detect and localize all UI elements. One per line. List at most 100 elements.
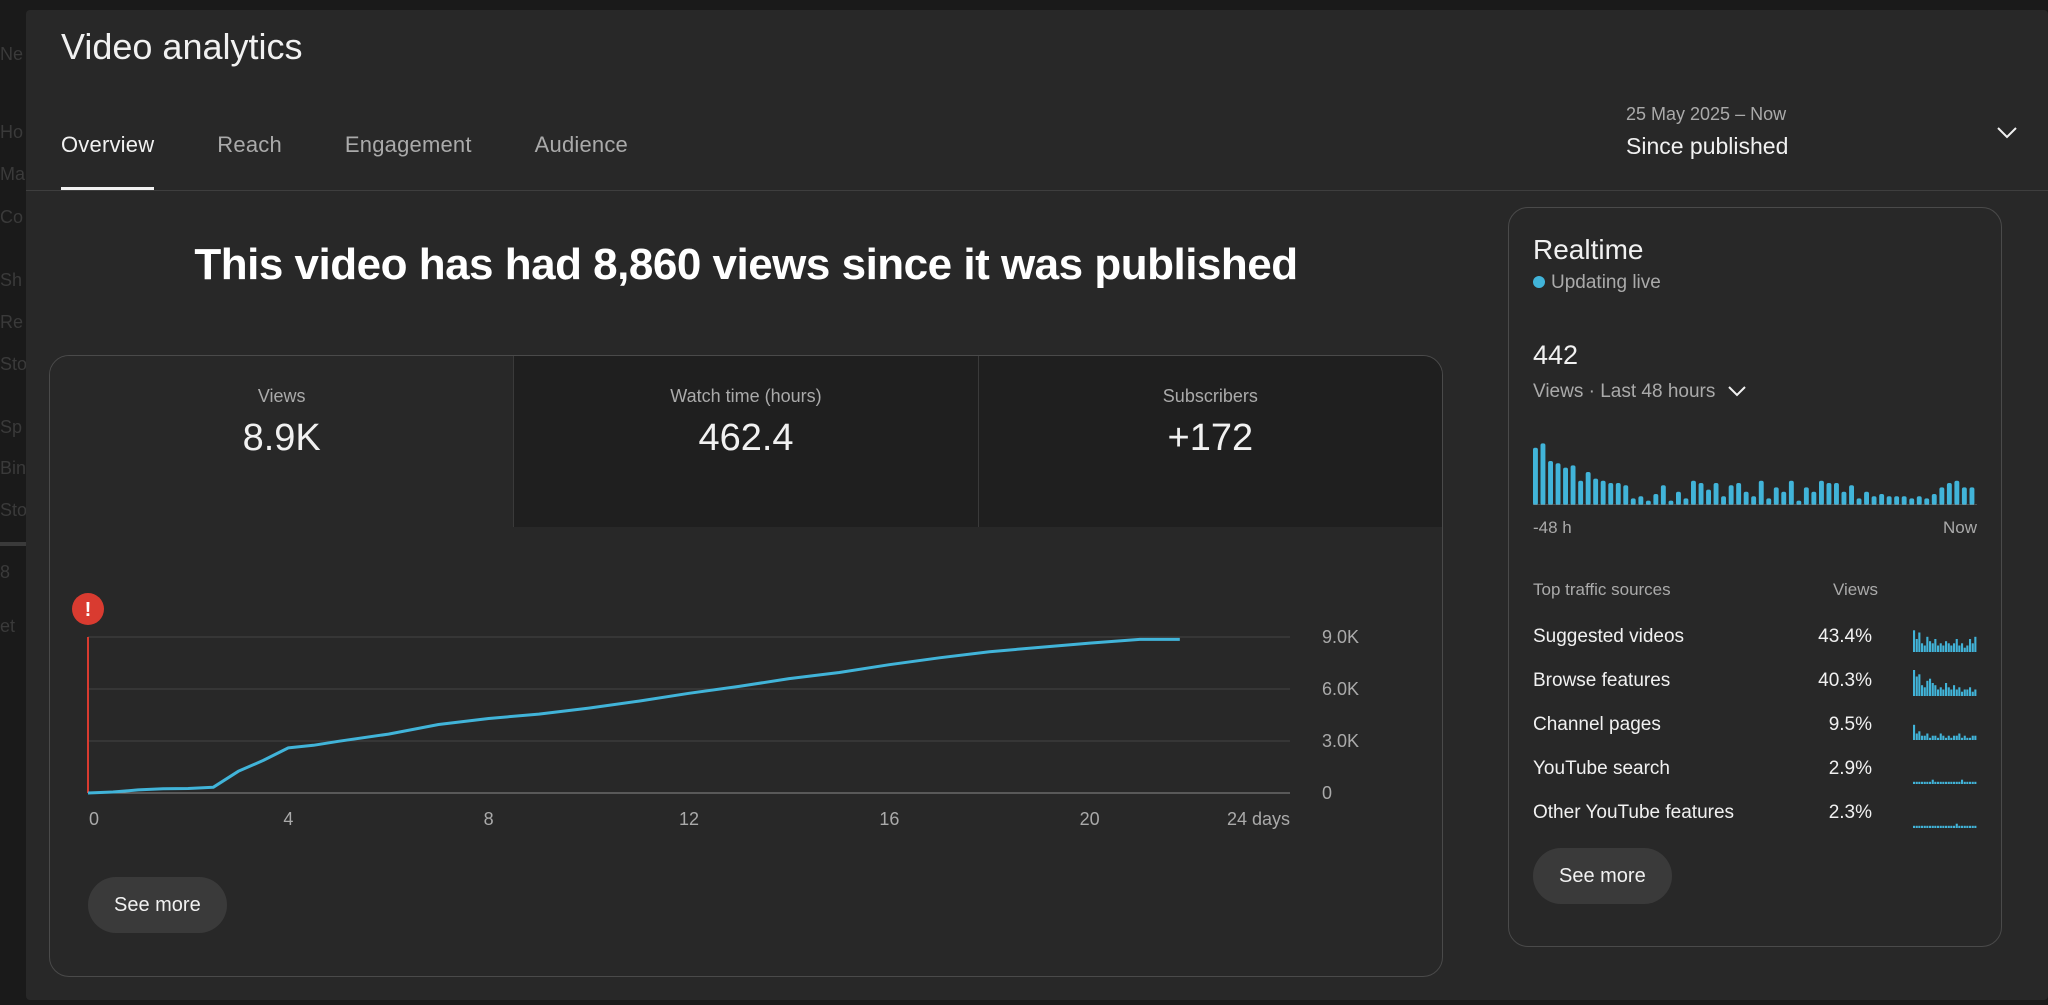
tab-overview[interactable]: Overview — [61, 132, 155, 190]
realtime-bar — [1819, 480, 1824, 505]
sparkline-bar — [1969, 825, 1972, 828]
realtime-bar — [1593, 478, 1599, 505]
sparkline-bar — [1958, 645, 1961, 652]
sparkline-bar — [1934, 735, 1937, 740]
tab-reach[interactable]: Reach — [217, 132, 282, 157]
realtime-bar — [1954, 480, 1960, 505]
sparkline-bar — [1929, 825, 1932, 828]
realtime-bar — [1653, 494, 1659, 505]
sparkline-bar — [1918, 632, 1921, 652]
realtime-bar — [1721, 496, 1726, 505]
sparkline-bar — [1958, 687, 1961, 696]
y-tick-label: 9.0K — [1322, 627, 1359, 647]
realtime-bar — [1946, 483, 1952, 505]
sparkline-bar — [1913, 825, 1916, 828]
tab-bar: Overview Reach Engagement Audience — [61, 132, 691, 192]
traffic-source-row[interactable]: Suggested videos 43.4% — [1533, 618, 1977, 658]
realtime-bar — [1555, 463, 1561, 505]
realtime-see-more-button[interactable]: See more — [1533, 848, 1672, 904]
traffic-source-row[interactable]: Channel pages 9.5% — [1533, 706, 1977, 746]
see-more-button[interactable]: See more — [88, 877, 227, 933]
sparkline-bar — [1947, 735, 1950, 740]
metric-watch-time[interactable]: Watch time (hours) 462.4 — [513, 356, 978, 527]
realtime-bar — [1901, 496, 1907, 505]
y-tick-label: 3.0K — [1322, 731, 1359, 751]
traffic-sparkline — [1913, 823, 1977, 828]
realtime-bar — [1585, 472, 1591, 505]
realtime-scope-dropdown[interactable]: Views · Last 48 hours — [1533, 381, 1747, 403]
views-line-chart: 0 3.0K 6.0K 9.0K 0 4 8 12 16 20 24 days! — [72, 593, 1359, 829]
traffic-source-row[interactable]: Other YouTube features 2.3% — [1533, 794, 1977, 834]
backdrop-text: Sto — [0, 354, 28, 374]
realtime-title: Realtime — [1533, 234, 1644, 265]
sparkline-bar — [1955, 781, 1958, 784]
views-chart-area: 0 3.0K 6.0K 9.0K 0 4 8 12 16 20 24 days! See more — [50, 527, 1442, 976]
sparkline-bar — [1950, 645, 1953, 652]
realtime-bar — [1660, 485, 1666, 505]
sparkline-bar — [1955, 823, 1958, 828]
sparkline-bar — [1961, 737, 1964, 740]
sparkline-bar — [1915, 639, 1918, 652]
sparkline-bar — [1923, 825, 1926, 828]
traffic-source-row[interactable]: Browse features 40.3% — [1533, 662, 1977, 702]
tab-audience[interactable]: Audience — [534, 132, 628, 157]
realtime-bar — [1766, 498, 1772, 505]
backdrop-text: Sto — [0, 500, 28, 520]
sparkline-bar — [1913, 630, 1916, 652]
sparkline-bar — [1953, 643, 1956, 652]
sparkline-bar — [1971, 781, 1974, 784]
realtime-bar — [1600, 480, 1606, 505]
chevron-down-icon — [1727, 386, 1746, 397]
realtime-bar — [1630, 498, 1636, 505]
realtime-bar — [1645, 500, 1651, 505]
sparkline-bar — [1942, 645, 1945, 652]
sparkline-bar — [1931, 643, 1934, 652]
tab-engagement[interactable]: Engagement — [344, 132, 472, 157]
metric-label: Views — [257, 386, 306, 406]
sparkline-bar — [1945, 641, 1948, 652]
y-tick-label: 6.0K — [1322, 679, 1359, 699]
views-line — [87, 637, 1180, 795]
realtime-bar — [1743, 491, 1749, 505]
date-range-picker[interactable]: 25 May 2025 – Now Since published — [1626, 100, 2026, 170]
traffic-sparkline — [1913, 779, 1977, 784]
traffic-source-name: YouTube search — [1533, 758, 1670, 779]
sparkline-bar — [1955, 689, 1958, 696]
sparkline-bar — [1931, 735, 1934, 740]
sparkline-bar — [1923, 735, 1926, 740]
realtime-bar — [1841, 491, 1847, 505]
metric-subscribers[interactable]: Subscribers +172 — [977, 356, 1442, 527]
sparkline-bar — [1926, 825, 1929, 828]
realtime-bar — [1758, 480, 1764, 505]
x-tick-label: 16 — [879, 809, 899, 829]
realtime-bar — [1886, 496, 1892, 505]
realtime-bar-chart — [1533, 443, 1977, 505]
traffic-source-pct: 2.3% — [1828, 802, 1872, 823]
sparkline-bar — [1942, 825, 1945, 828]
sparkline-bar — [1947, 825, 1950, 828]
metric-views[interactable]: Views 8.9K — [50, 356, 514, 527]
sparkline-bar — [1953, 735, 1956, 740]
realtime-bar — [1788, 480, 1794, 505]
realtime-bar — [1638, 496, 1644, 505]
sparkline-bar — [1974, 781, 1977, 784]
live-label: Updating live — [1551, 272, 1661, 293]
backdrop-text: Re — [0, 312, 24, 332]
realtime-count: 442 — [1533, 340, 1579, 370]
sparkline-bar — [1939, 781, 1942, 784]
realtime-bar — [1751, 496, 1757, 505]
realtime-bar — [1548, 461, 1553, 505]
sparkline-bar — [1939, 733, 1942, 740]
sparkline-bar — [1918, 731, 1921, 740]
sparkline-bar — [1942, 689, 1945, 696]
traffic-source-row[interactable]: YouTube search 2.9% — [1533, 750, 1977, 790]
sparkline-bar — [1963, 647, 1966, 652]
sparkline-bar — [1955, 639, 1958, 652]
realtime-card: Realtime Updating live 442 Views · Last … — [1508, 207, 2002, 947]
x-tick-label: 12 — [679, 809, 699, 829]
sparkline-bar — [1974, 636, 1977, 652]
analytics-panel: Video analytics Overview Reach Engagemen… — [26, 10, 2048, 1000]
sparkline-bar — [1937, 781, 1940, 784]
sparkline-bar — [1939, 825, 1942, 828]
sparkline-bar — [1913, 724, 1916, 740]
